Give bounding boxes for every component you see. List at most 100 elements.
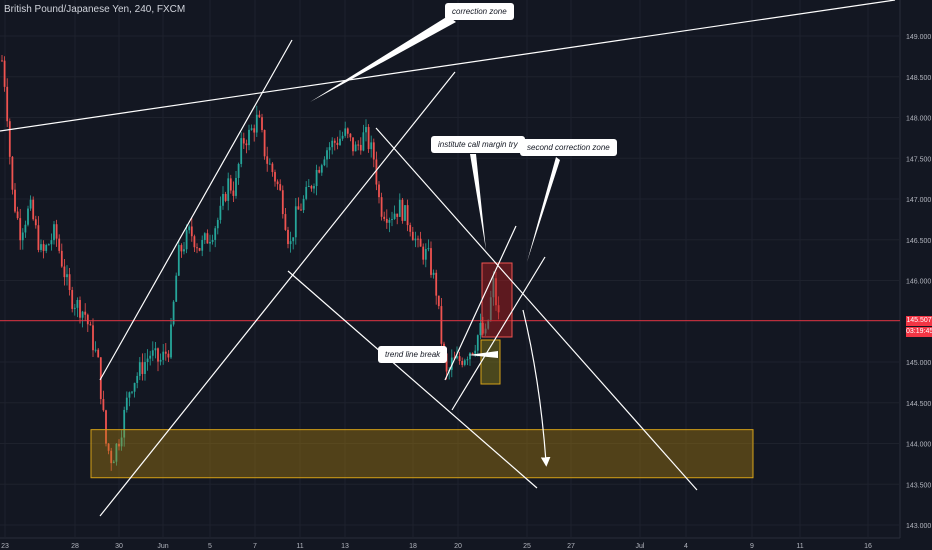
candle-body bbox=[149, 355, 152, 359]
y-tick-label: 149.000 bbox=[906, 34, 931, 41]
x-tick-label: 16 bbox=[864, 543, 872, 550]
candle-body bbox=[255, 114, 258, 133]
candle-body bbox=[242, 138, 245, 144]
candle-body bbox=[115, 443, 118, 462]
x-tick-label: 11 bbox=[796, 543, 803, 550]
candle-body bbox=[396, 213, 399, 217]
candle-body bbox=[328, 147, 331, 151]
candle-body bbox=[391, 218, 393, 220]
candle-body bbox=[185, 230, 188, 250]
y-tick-label: 144.000 bbox=[906, 442, 931, 449]
candle-body bbox=[167, 353, 170, 358]
current-price-tag: 145.507 bbox=[906, 316, 932, 326]
candle-body bbox=[131, 391, 133, 393]
candle-body bbox=[3, 60, 6, 87]
support-zone bbox=[90, 429, 754, 479]
candle-body bbox=[19, 218, 22, 241]
candle-body bbox=[281, 190, 284, 215]
candle-body bbox=[232, 190, 235, 196]
candle-body bbox=[198, 248, 201, 251]
candle-body bbox=[50, 240, 53, 245]
candle-body bbox=[162, 351, 165, 360]
long-trend-line bbox=[0, 0, 896, 132]
candle-body bbox=[34, 219, 37, 226]
candle-body bbox=[180, 245, 183, 252]
annotation-institute-call[interactable]: institute call margin try bbox=[431, 136, 525, 153]
candle-body bbox=[385, 218, 388, 223]
candle-body bbox=[437, 295, 440, 307]
candle-body bbox=[68, 274, 71, 291]
candle-body bbox=[125, 397, 128, 410]
candle-body bbox=[380, 197, 383, 217]
candle-body bbox=[84, 311, 87, 315]
candle-body bbox=[66, 274, 68, 278]
candle-body bbox=[245, 143, 248, 146]
candle-body bbox=[323, 159, 326, 166]
candle-body bbox=[21, 232, 24, 241]
candle-body bbox=[266, 156, 269, 164]
candle-body bbox=[60, 250, 63, 267]
candle-body bbox=[409, 225, 412, 232]
candle-body bbox=[367, 127, 370, 150]
candle-body bbox=[294, 206, 297, 238]
candle-body bbox=[133, 382, 136, 392]
candle-body bbox=[492, 278, 495, 298]
candle-body bbox=[144, 362, 146, 374]
candle-body bbox=[58, 238, 61, 251]
x-tick-label: 18 bbox=[409, 543, 417, 550]
candle-body bbox=[336, 142, 339, 145]
candle-body bbox=[253, 128, 256, 133]
candle-body bbox=[55, 224, 58, 239]
candle-body bbox=[128, 392, 131, 398]
candle-body bbox=[333, 140, 336, 143]
candle-body bbox=[331, 140, 334, 148]
candle-body bbox=[279, 184, 282, 191]
candle-body bbox=[292, 237, 295, 242]
annotation-trend-line-break[interactable]: trend line break bbox=[378, 346, 448, 363]
candle-body bbox=[183, 249, 185, 252]
candle-body bbox=[404, 205, 406, 221]
countdown-tag: 03:19:45 bbox=[906, 327, 932, 337]
candle-body bbox=[450, 357, 453, 370]
drawings bbox=[0, 0, 900, 517]
candle-body bbox=[414, 238, 417, 241]
candle-body bbox=[193, 236, 196, 248]
candle-body bbox=[227, 178, 230, 201]
down-channel-lower bbox=[287, 270, 538, 489]
x-tick-label: Jun bbox=[157, 543, 168, 550]
candle-body bbox=[456, 356, 458, 359]
x-tick-label: 4 bbox=[684, 543, 688, 550]
y-tick-label: 144.500 bbox=[906, 401, 931, 408]
candle-body bbox=[209, 241, 211, 244]
candle-body bbox=[216, 219, 219, 229]
candle-body bbox=[24, 224, 27, 233]
candle-body bbox=[110, 450, 113, 464]
candle-body bbox=[471, 353, 474, 355]
annotation-correction-zone[interactable]: correction zone bbox=[445, 3, 514, 20]
candle-body bbox=[346, 128, 349, 134]
candle-body bbox=[430, 248, 432, 275]
x-tick-label: 9 bbox=[750, 543, 754, 550]
annotation-second-correction[interactable]: second correction zone bbox=[520, 139, 617, 156]
candle-body bbox=[432, 272, 435, 275]
x-tick-label: 25 bbox=[523, 543, 531, 550]
time-axis[interactable]: 23 28 30 Jun 5 7 11 13 18 20 25 27 Jul 4 9 11 16 bbox=[1, 543, 872, 550]
candle-body bbox=[170, 324, 172, 358]
candle-body bbox=[401, 199, 404, 221]
y-tick-label: 146.000 bbox=[906, 279, 931, 286]
y-tick-label: 143.500 bbox=[906, 482, 931, 489]
candle-body bbox=[86, 314, 89, 325]
candle-body bbox=[222, 193, 224, 206]
candle-body bbox=[349, 133, 352, 138]
candle-body bbox=[248, 129, 250, 146]
candle-body bbox=[73, 307, 76, 309]
candle-body bbox=[8, 121, 11, 157]
candle-body bbox=[29, 199, 32, 209]
up-break-line-lower bbox=[451, 256, 546, 411]
candle-body bbox=[102, 399, 105, 411]
x-tick-label: 23 bbox=[1, 543, 9, 550]
candle-body bbox=[237, 163, 240, 178]
candle-body bbox=[151, 350, 154, 356]
candle-body bbox=[112, 461, 115, 464]
